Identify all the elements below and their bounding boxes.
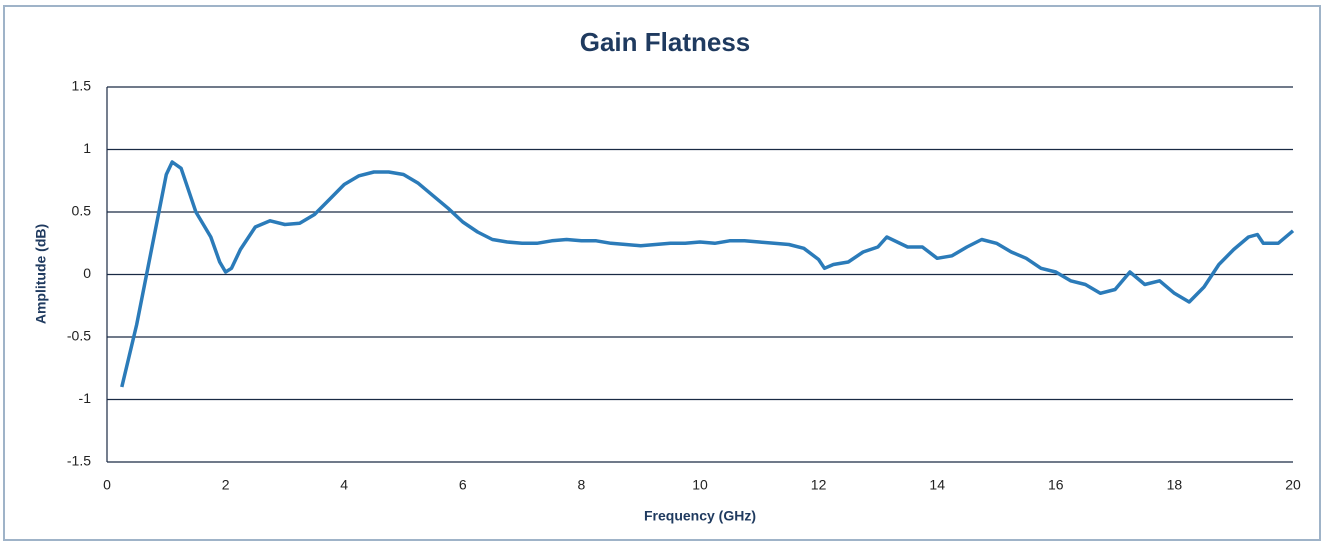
chart-frame bbox=[3, 5, 1321, 541]
y-tick-label: 0.5 bbox=[72, 203, 92, 219]
x-tick-label: 2 bbox=[222, 477, 230, 493]
x-tick-label: 8 bbox=[578, 477, 586, 493]
x-tick-label: 4 bbox=[340, 477, 348, 493]
x-tick-label: 12 bbox=[811, 477, 827, 493]
y-tick-label: 0 bbox=[83, 265, 91, 281]
y-tick-label: -0.5 bbox=[67, 328, 91, 344]
data-line bbox=[120, 160, 1295, 388]
x-axis-label: Frequency (GHz) bbox=[644, 508, 756, 524]
y-tick-label: -1 bbox=[79, 390, 92, 406]
x-tick-label: 14 bbox=[929, 477, 945, 493]
y-tick-label: 1 bbox=[83, 140, 91, 156]
x-tick-label: 6 bbox=[459, 477, 467, 493]
y-axis-label: Amplitude (dB) bbox=[33, 224, 49, 324]
x-tick-label: 0 bbox=[103, 477, 111, 493]
x-tick-label: 16 bbox=[1048, 477, 1064, 493]
x-tick-label: 10 bbox=[692, 477, 708, 493]
y-tick-label: 1.5 bbox=[72, 78, 92, 94]
x-tick-label: 18 bbox=[1167, 477, 1183, 493]
x-tick-label: 20 bbox=[1285, 477, 1301, 493]
y-tick-label: -1.5 bbox=[67, 453, 91, 469]
chart-title: Gain Flatness bbox=[580, 27, 751, 57]
